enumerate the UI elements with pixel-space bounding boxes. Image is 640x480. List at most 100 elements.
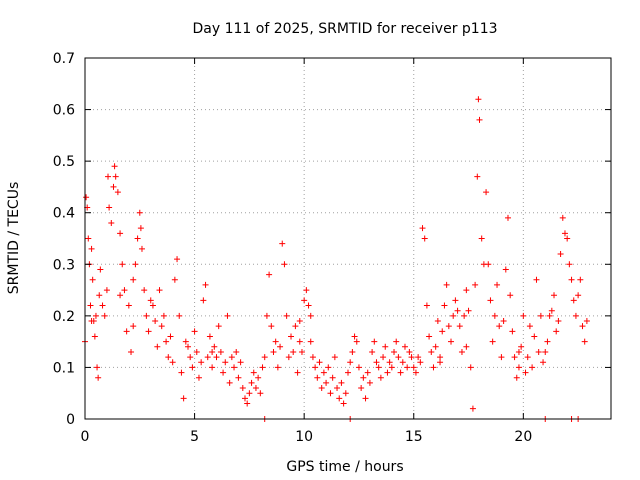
grid	[85, 58, 611, 419]
data-point	[292, 323, 299, 330]
data-point	[358, 385, 365, 392]
data-point	[106, 204, 113, 211]
data-point	[496, 323, 503, 330]
data-point	[318, 385, 325, 392]
data-point	[559, 214, 566, 221]
data-point	[557, 250, 564, 257]
data-point	[202, 281, 209, 288]
data-point	[393, 338, 400, 345]
data-point	[412, 369, 419, 376]
data-point	[226, 379, 233, 386]
data-point	[309, 354, 316, 361]
data-point	[136, 209, 143, 216]
data-point	[130, 323, 137, 330]
data-point	[535, 348, 542, 355]
data-point	[434, 318, 441, 325]
data-point	[410, 364, 417, 371]
data-point	[355, 364, 362, 371]
data-point	[388, 364, 395, 371]
data-point	[426, 333, 433, 340]
data-point	[123, 328, 130, 335]
data-point	[515, 364, 522, 371]
data-point	[285, 354, 292, 361]
data-point	[463, 287, 470, 294]
data-point	[185, 343, 192, 350]
data-point	[244, 400, 251, 407]
data-point	[382, 343, 389, 350]
data-point	[160, 312, 167, 319]
y-tick-label: 0.7	[53, 51, 75, 67]
y-tick-label: 0.5	[53, 154, 75, 170]
data-point	[103, 287, 110, 294]
data-point	[345, 369, 351, 376]
data-point	[270, 348, 277, 355]
data-point	[384, 369, 391, 376]
data-point	[296, 318, 303, 325]
data-point	[283, 312, 290, 319]
data-point	[224, 312, 231, 319]
data-point	[303, 287, 310, 294]
data-point	[248, 379, 255, 386]
data-point	[401, 343, 408, 350]
data-point	[526, 323, 533, 330]
data-point	[211, 343, 218, 350]
data-point	[461, 312, 468, 319]
data-point	[87, 302, 94, 309]
data-point	[195, 374, 202, 381]
data-point	[375, 364, 382, 371]
axis-ticks: 0 0.1 0.2 0.3 0.4 0.5 0.6 0.7 0 5 10 15 20	[53, 51, 611, 445]
data-point	[386, 359, 393, 366]
data-point	[95, 374, 102, 381]
data-point	[542, 348, 549, 355]
data-point	[231, 364, 238, 371]
data-point	[213, 354, 220, 361]
data-point	[171, 276, 178, 283]
data-point	[111, 163, 118, 170]
data-point	[421, 235, 428, 242]
data-point	[200, 297, 207, 304]
data-point	[83, 194, 90, 201]
data-point	[509, 328, 516, 335]
y-tick-label: 0.3	[53, 257, 75, 273]
data-point	[325, 364, 332, 371]
data-point	[397, 369, 404, 376]
data-point	[108, 220, 115, 227]
data-point	[156, 287, 163, 294]
x-tick-label: 15	[405, 429, 423, 445]
data-point	[515, 348, 522, 355]
data-point	[233, 348, 240, 355]
data-point	[132, 261, 139, 268]
data-point	[548, 307, 555, 314]
data-point	[147, 297, 154, 304]
data-point	[439, 328, 446, 335]
data-point	[193, 348, 200, 355]
data-point	[239, 385, 246, 392]
data-point	[143, 312, 150, 319]
data-point	[362, 395, 369, 402]
data-point	[371, 338, 378, 345]
data-point	[307, 338, 314, 345]
data-point	[561, 230, 568, 237]
data-point	[187, 354, 194, 361]
data-point	[564, 235, 571, 242]
data-point	[408, 354, 415, 361]
data-point	[320, 369, 327, 376]
data-point	[241, 395, 248, 402]
data-point	[456, 323, 463, 330]
data-point	[220, 369, 227, 376]
data-point	[537, 312, 544, 319]
data-point	[89, 276, 96, 283]
data-point	[360, 374, 367, 381]
data-point	[581, 338, 588, 345]
data-point	[507, 292, 514, 299]
y-tick-label: 0.6	[53, 103, 75, 119]
data-point	[204, 354, 211, 361]
data-point	[579, 323, 586, 330]
data-point	[174, 256, 181, 263]
data-point	[522, 369, 529, 376]
data-point	[176, 312, 183, 319]
data-point	[380, 354, 387, 361]
data-point	[373, 359, 380, 366]
data-point	[502, 266, 509, 273]
data-point	[209, 364, 216, 371]
